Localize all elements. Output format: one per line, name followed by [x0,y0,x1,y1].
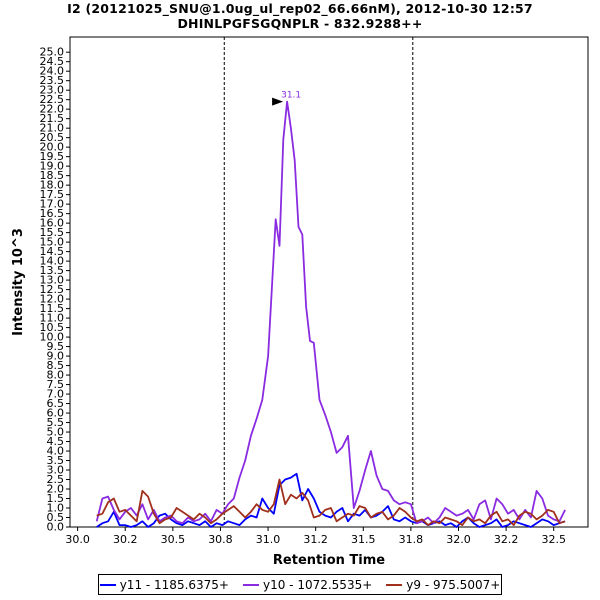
y-tick-label: 20.5 [40,131,65,144]
legend-swatch-y9 [386,583,403,586]
y-tick-label: 17.0 [40,198,65,211]
y-tick-label: 7.5 [47,378,65,391]
series-lines [95,100,566,528]
y-tick-label: 5.0 [47,426,65,439]
x-tick-label: 32.0 [446,533,471,546]
y-tick-label: 0.5 [47,511,65,524]
x-tick-label: 30.5 [161,533,186,546]
y-tick-label: 23.0 [40,84,65,97]
y-tick-label: 24.0 [40,65,65,78]
series-line-y9 [96,478,566,526]
legend-item-y9: y9 - 975.5007+ [386,578,500,592]
y-tick-label: 19.5 [40,150,65,163]
y-tick-label: 6.5 [47,397,65,410]
x-axis-label: Retention Time [273,553,385,568]
y-tick-label: 14.5 [40,245,65,258]
chart-title: I2 (20121025_SNU@1.0ug_ul_rep02_66.66nM)… [67,1,533,16]
x-tick-label: 31.0 [256,533,281,546]
y-tick-label: 11.5 [40,302,65,315]
legend-label-y11: y11 - 1185.6375+ [119,577,229,592]
y-tick-label: 18.0 [40,179,65,192]
x-tick-label: 30.2 [113,533,138,546]
y-tick-label: 16.5 [40,207,65,220]
y-axis-label: Intensity 10^3 [11,228,26,336]
y-tick-label: 25.0 [40,46,65,59]
x-tick-label: 31.5 [351,533,376,546]
x-axis: 30.0 30.2 30.5 30.8 31.0 31.2 31.5 31.8 32.0 32.2… [65,527,566,546]
y-tick-label: 3.5 [47,454,65,467]
x-tick-label: 32.5 [541,533,566,546]
legend-item-y10: y10 - 1072.5535+ [242,577,373,592]
y-tick-label: 18.5 [40,169,65,182]
y-tick-label: 8.0 [47,369,65,382]
y-tick-label: 3.0 [47,464,65,477]
y-tick-label: 21.0 [40,122,65,135]
y-tick-label: 15.5 [40,226,65,239]
y-tick-label: 10.5 [40,321,65,334]
y-tick-label: 11.0 [40,312,65,325]
y-tick-label: 24.5 [40,55,65,68]
y-tick-label: 22.0 [40,103,65,116]
y-tick-label: 4.5 [47,435,65,448]
y-tick-label: 2.0 [47,483,65,496]
y-tick-label: 16.0 [40,217,65,230]
series-line-y10 [95,100,566,525]
legend-item-y11: y11 - 1185.6375+ [99,577,229,592]
series-line-y11 [96,472,566,528]
peak-label: 31.1 [281,91,301,101]
y-tick-label: 21.5 [40,112,65,125]
x-tick-label: 32.2 [494,533,519,546]
y-tick-label: 17.5 [40,188,65,201]
y-tick-label: 20.0 [40,141,65,154]
y-tick-label: 19.0 [40,160,65,173]
y-tick-label: 8.5 [47,359,65,372]
y-tick-label: 2.5 [47,473,65,486]
chart-subtitle: DHINLPGFSGQNPLR - 832.9288++ [177,16,423,31]
peak-annotation: 31.1 [272,91,301,106]
peak-arrow-icon [272,97,284,106]
y-tick-label: 0.0 [47,521,65,534]
x-tick-label: 31.2 [303,533,328,546]
y-axis: 0.00.51.01.52.02.53.03.54.04.55.05.56.06… [40,46,70,534]
y-tick-label: 23.5 [40,74,65,87]
legend-label-y9: y9 - 975.5007+ [406,577,501,592]
y-tick-label: 10.0 [40,331,65,344]
y-tick-label: 7.0 [47,388,65,401]
x-tick-label: 31.8 [399,533,424,546]
y-tick-label: 12.0 [40,293,65,306]
x-tick-label: 30.0 [65,533,90,546]
legend-swatch-y10 [242,583,259,586]
y-tick-label: 6.0 [47,407,65,420]
y-tick-label: 13.0 [40,274,65,287]
x-tick-label: 30.8 [208,533,233,546]
legend: y11 - 1185.6375+ y10 - 1072.5535+ y9 - 9… [98,574,502,595]
y-tick-label: 15.0 [40,236,65,249]
y-tick-label: 9.0 [47,350,65,363]
y-tick-label: 22.5 [40,93,65,106]
y-tick-label: 13.5 [40,264,65,277]
boundary-lines [223,37,414,527]
y-tick-label: 9.5 [47,340,65,353]
y-tick-label: 4.0 [47,445,65,458]
legend-swatch-y11 [99,583,116,586]
y-tick-label: 12.5 [40,283,65,296]
y-tick-label: 5.5 [47,416,65,429]
y-tick-label: 1.5 [47,492,65,505]
legend-label-y10: y10 - 1072.5535+ [262,577,373,592]
y-tick-label: 1.0 [47,502,65,515]
plot-background [69,36,589,528]
y-tick-label: 14.0 [40,255,65,268]
